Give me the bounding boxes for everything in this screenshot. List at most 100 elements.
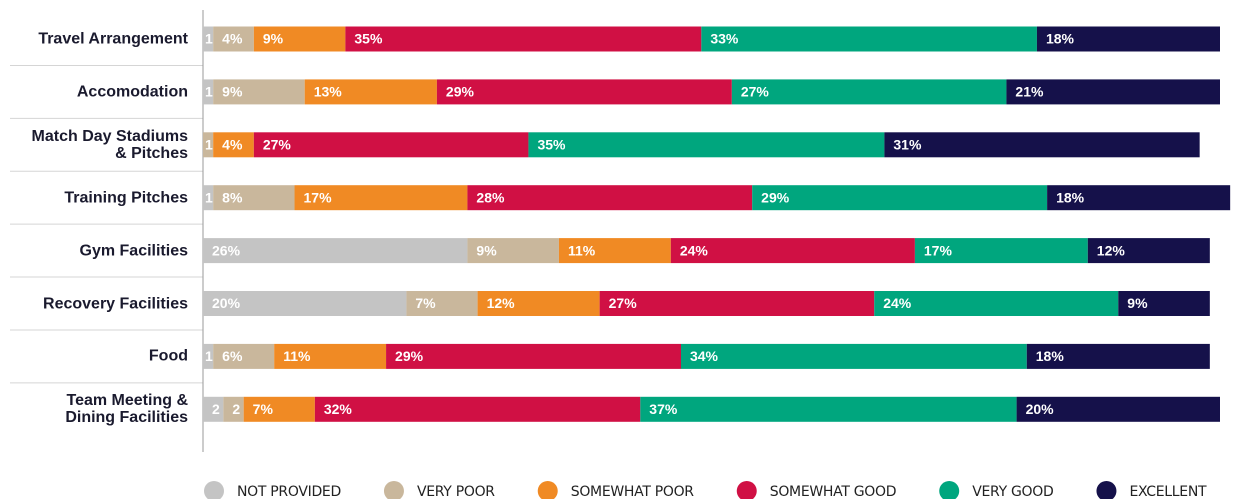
bar-segment	[203, 343, 214, 369]
value-label: 34%	[690, 348, 719, 364]
value-label: 37%	[649, 401, 678, 417]
value-label: 4%	[222, 137, 243, 153]
bar-segment	[558, 238, 671, 264]
legend-label: SOMEWHAT POOR	[571, 484, 695, 499]
bar-segment	[345, 26, 702, 52]
legend-swatch	[939, 481, 960, 499]
value-label: 18%	[1036, 348, 1065, 364]
bar-segment	[874, 291, 1119, 316]
value-label: 20%	[1026, 401, 1055, 417]
value-label: 11%	[283, 348, 311, 364]
value-label: 27%	[609, 295, 638, 311]
value-label: 18%	[1046, 31, 1075, 47]
bar-segment	[1016, 396, 1220, 422]
bar-segment	[436, 79, 732, 105]
bar-segment	[467, 238, 559, 264]
value-label: 9%	[263, 31, 284, 47]
bar-segment	[213, 132, 254, 158]
value-label: 32%	[324, 401, 353, 417]
value-label: 2	[212, 401, 220, 417]
bar-segment	[477, 291, 600, 316]
value-label: 8%	[222, 189, 243, 205]
value-label: 17%	[924, 242, 953, 258]
legend-swatch	[537, 481, 558, 499]
category-label: Food	[148, 347, 188, 365]
bar-segment	[203, 132, 214, 158]
bar-segment	[1047, 185, 1231, 211]
bar-segment	[223, 396, 244, 422]
value-label: 1	[205, 31, 213, 47]
value-label: 1	[205, 84, 213, 100]
bar-segment	[213, 185, 295, 211]
bar-segment	[914, 238, 1088, 264]
bar-segment	[203, 79, 214, 105]
category-label: Gym Facilities	[79, 242, 189, 260]
legend-label: VERY POOR	[417, 484, 495, 499]
bar-segment	[1026, 343, 1210, 369]
value-label: 29%	[761, 189, 790, 205]
bar-segment	[467, 185, 753, 211]
legend-swatch	[736, 481, 757, 499]
value-label: 20%	[212, 295, 241, 311]
value-label: 9%	[476, 242, 497, 258]
bar-segment	[1118, 291, 1210, 316]
bar-segment	[1036, 26, 1220, 52]
bar-segment	[243, 396, 315, 422]
bar-segment	[731, 79, 1007, 105]
bar-segment	[304, 79, 437, 105]
category-label: Travel Arrangement	[38, 30, 188, 48]
bar-segment	[670, 238, 915, 264]
value-label: 7%	[415, 295, 436, 311]
value-label: 33%	[710, 31, 739, 47]
value-label: 12%	[1097, 242, 1126, 258]
bar-segment	[203, 238, 468, 264]
bar-segment	[406, 291, 478, 316]
value-label: 1	[205, 137, 213, 153]
bar-segment	[213, 79, 305, 105]
value-label: 28%	[476, 189, 505, 205]
bar-segment	[253, 132, 529, 158]
category-label: Training Pitches	[64, 189, 188, 207]
value-label: 35%	[537, 137, 566, 153]
value-label: 29%	[395, 348, 424, 364]
value-label: 6%	[222, 348, 243, 364]
legend-label: NOT PROVIDED	[237, 484, 341, 499]
value-label: 24%	[680, 242, 709, 258]
legend-label: VERY GOOD	[972, 484, 1053, 499]
category-label: Team Meeting & Dining Facilities	[65, 392, 188, 427]
bar-segment	[274, 343, 387, 369]
value-label: 31%	[893, 137, 922, 153]
legend-swatch	[1096, 481, 1117, 499]
bar-segment	[1006, 79, 1220, 105]
value-label: 9%	[1127, 295, 1148, 311]
value-label: 4%	[222, 31, 243, 47]
bar-segment	[528, 132, 885, 158]
value-label: 7%	[253, 401, 274, 417]
bar-segment	[599, 291, 875, 316]
bar-segment	[213, 26, 254, 52]
bar-segment	[680, 343, 1027, 369]
legend-swatch	[383, 481, 404, 499]
value-label: 2	[232, 401, 240, 417]
value-label: 27%	[263, 137, 292, 153]
bar-segment	[314, 396, 641, 422]
bar-segment	[294, 185, 468, 211]
value-label: 1	[205, 189, 213, 205]
legend-swatch	[204, 481, 224, 499]
category-label: Recovery Facilities	[43, 295, 188, 312]
category-label: Match Day Stadiums & Pitches	[31, 127, 188, 162]
bar-segment	[884, 132, 1200, 158]
bar-segment	[253, 26, 346, 52]
value-label: 1	[205, 348, 213, 364]
bar-segment	[213, 343, 275, 369]
value-label: 9%	[222, 84, 243, 100]
bar-segment	[752, 185, 1048, 211]
bar-segment	[640, 396, 1017, 422]
bar-segment	[203, 396, 224, 422]
value-label: 11%	[568, 242, 596, 258]
bar-segment	[203, 185, 214, 211]
bar-segment	[203, 26, 214, 52]
value-label: 24%	[883, 295, 912, 311]
value-label: 26%	[212, 242, 241, 258]
value-label: 12%	[487, 295, 516, 311]
